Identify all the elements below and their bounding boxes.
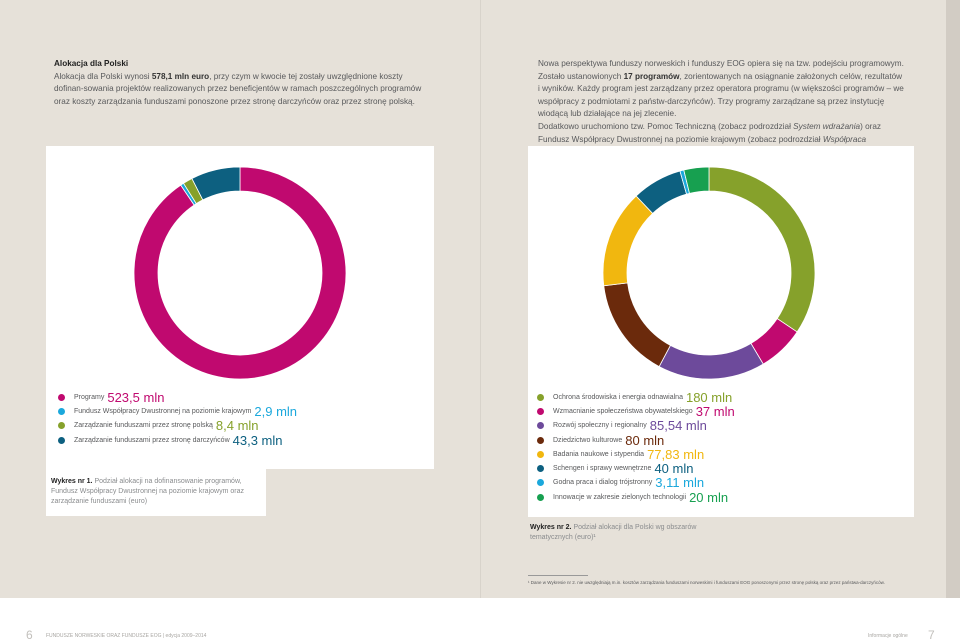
chart-1-legend-swatch xyxy=(58,393,65,401)
chart-2-legend-label: Godna praca i dialog trójstronny xyxy=(553,479,653,487)
chart-2-legend-swatch xyxy=(537,393,544,401)
section-title: Alokacja dla Polski xyxy=(54,59,129,68)
chart-2-caption-label: Wykres nr 2. xyxy=(530,524,572,531)
chart-2-legend-swatch xyxy=(537,465,544,473)
text-run: , zorientowanych na osiągnanie założonyc… xyxy=(538,71,904,119)
chart-2-caption: Wykres nr 2. Podział alokacji dla Polski… xyxy=(530,523,740,543)
chart-2-legend-swatch xyxy=(537,422,544,430)
chart-1-legend-value: 8,4 mln xyxy=(215,418,259,434)
running-header-right: Informacje ogólne xyxy=(868,633,908,639)
chart-1-legend-label: Zarządzanie funduszami przez stronę pols… xyxy=(74,422,213,430)
chart-2-slice-7 xyxy=(683,167,710,194)
chart-1-caption: Wykres nr 1. Podział alokacji na dofinan… xyxy=(51,477,266,507)
text-run: Dodatkowo uruchomiono tzw. Pomoc Technic… xyxy=(538,121,794,131)
chart-2-legend-item: Dziedzictwo kulturowe 80 mln xyxy=(537,432,735,448)
chart-2-legend-item: Ochrona środowiska i energia odnawialna 1… xyxy=(537,389,735,405)
chart-2-legend-value: 180 mln xyxy=(685,389,733,405)
chart-2-legend-value: 40 mln xyxy=(654,461,694,477)
page-number-left: 6 xyxy=(26,628,33,642)
chart-1-caption-label: Wykres nr 1. xyxy=(51,478,93,485)
chart-2-legend-swatch xyxy=(537,436,544,444)
chart-1-legend-value: 2,9 mln xyxy=(254,403,298,419)
chart-2-legend-label: Schengen i sprawy wewnętrzne xyxy=(553,465,652,473)
chart-2-legend-swatch xyxy=(537,493,544,501)
allocation-amount: 578,1 mln euro xyxy=(151,71,210,81)
chart-1-legend: Programy 523,5 mln Fundusz Współpracy Dwus… xyxy=(58,389,298,448)
text-run: ) oraz Fundusz Współpracy Dwustronnej na… xyxy=(538,121,882,144)
chart-2-legend-item: Godna praca i dialog trójstronny 3,11 mln xyxy=(537,475,735,491)
chart-2-slice-2 xyxy=(658,342,764,379)
chart-1-legend-swatch xyxy=(58,407,65,415)
chart-2-legend-swatch xyxy=(537,479,544,487)
chart-2-legend-label: Innowacje w zakresie zielonych technolog… xyxy=(553,493,687,501)
running-header-left: FUNDUSZE NORWESKIE ORAZ FUNDUSZE EOG | e… xyxy=(46,633,207,639)
chart-2-legend-value: 80 mln xyxy=(625,432,665,448)
chart-2-legend-label: Dziedzictwo kulturowe xyxy=(553,436,623,444)
intro-text: Alokacja dla Polski wynosi xyxy=(54,71,152,81)
programs-count: 17 programów xyxy=(623,71,680,81)
page-number-right: 7 xyxy=(928,628,935,642)
spread-gutter xyxy=(480,0,481,598)
chart-2-legend-value: 37 mln xyxy=(695,403,735,419)
chart-1-legend-item: Fundusz Współpracy Dwustronnej na poziom… xyxy=(58,403,298,419)
right-intro: Nowa perspektywa funduszy norweskich i f… xyxy=(538,58,906,159)
chart-1-legend-label: Fundusz Współpracy Dwustronnej na poziom… xyxy=(74,407,252,415)
chart-2-caption-text: Podział alokacji dla Polski wg obszarów … xyxy=(530,524,697,541)
chart-1-legend-item: Zarządzanie funduszami przez stronę pols… xyxy=(58,418,297,434)
chart-1-caption-text: Podział alokacji na dofinansowanie progr… xyxy=(51,478,244,505)
chart-2-legend-value: 20 mln xyxy=(689,489,729,505)
footnote: ¹ Dane w Wykresie nr 2. nie uwzględniają… xyxy=(528,580,885,585)
chart-1-legend-value: 523,5 mln xyxy=(107,389,165,405)
chart-1-caption-box xyxy=(46,469,266,516)
chart-1-slice-3 xyxy=(191,167,241,201)
intro-text-cont: , przy czym w kwocie tej zostały uwzględ… xyxy=(54,71,422,106)
chart-1-donut xyxy=(134,167,346,379)
chart-2-donut xyxy=(603,167,815,379)
chart-2-panel xyxy=(528,146,914,517)
chart-2-legend-swatch xyxy=(537,407,544,415)
chart-1-panel xyxy=(46,146,434,469)
chart-2-legend-item: Rozwój społeczny i regionalny 85,54 mln xyxy=(537,418,735,434)
right-intro-paragraph-1: Nowa perspektywa funduszy norweskich i f… xyxy=(538,58,906,121)
left-intro: Alokacja dla Polski Alokacja dla Polski … xyxy=(54,58,424,108)
chart-2-legend-item: Innowacje w zakresie zielonych technolog… xyxy=(537,489,735,505)
chart-2-legend-label: Rozwój społeczny i regionalny xyxy=(553,422,647,430)
chart-1-legend-item: Programy 523,5 mln xyxy=(58,389,297,405)
chart-2-legend-item: Badania naukowe i stypendia 77,83 mln xyxy=(537,446,735,462)
chart-2-legend-value: 3,11 mln xyxy=(655,475,705,491)
chart-2-legend-label: Wzmacnianie społeczeństwa obywatelskiego xyxy=(553,407,693,415)
section-reference: System wdrażania xyxy=(793,121,861,131)
chart-2-slice-4 xyxy=(603,195,654,287)
page-edge-strip xyxy=(946,0,960,598)
chart-1-legend-label: Programy xyxy=(74,393,105,401)
footnote-rule xyxy=(528,575,588,576)
chart-2-legend-label: Ochrona środowiska i energia odnawialna xyxy=(553,393,683,401)
chart-1-legend-item: Zarządzanie funduszami przez stronę darc… xyxy=(58,432,297,448)
chart-1-legend-value: 43,3 mln xyxy=(232,432,283,448)
chart-2-legend-label: Badania naukowe i stypendia xyxy=(553,450,645,458)
chart-2-slice-3 xyxy=(603,282,671,368)
chart-1-slice-0 xyxy=(134,167,346,379)
chart-2-legend-value: 77,83 mln xyxy=(647,446,705,462)
chart-1-legend-swatch xyxy=(58,422,65,430)
chart-2-legend-item: Wzmacnianie społeczeństwa obywatelskiego… xyxy=(537,403,735,419)
chart-1-legend-swatch xyxy=(58,436,65,444)
chart-1-legend-label: Zarządzanie funduszami przez stronę darc… xyxy=(74,436,230,444)
chart-2-legend-swatch xyxy=(537,450,544,458)
left-intro-paragraph: Alokacja dla Polski wynosi 578,1 mln eur… xyxy=(54,71,424,109)
chart-2-slice-0 xyxy=(708,167,815,333)
chart-2-legend: Ochrona środowiska i energia odnawialna 1… xyxy=(537,389,735,505)
text-run: Nowa perspektywa funduszy norweskich i f… xyxy=(538,59,904,81)
chart-2-legend-value: 85,54 mln xyxy=(649,418,707,434)
chart-2-legend-item: Schengen i sprawy wewnętrzne 40 mln xyxy=(537,461,735,477)
